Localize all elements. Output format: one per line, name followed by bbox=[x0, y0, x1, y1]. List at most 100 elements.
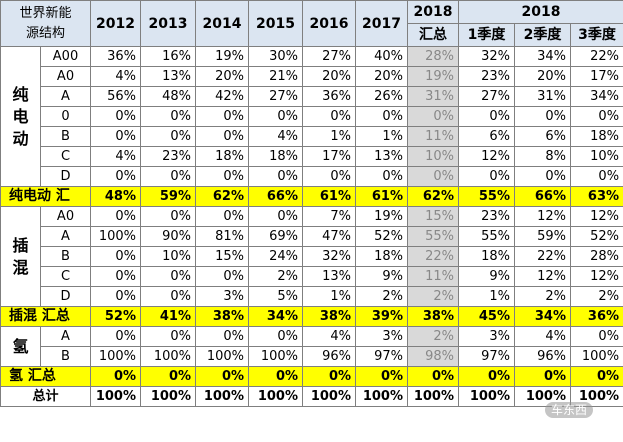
table-row: 插混 A0 0% 0% 0% 0% 7% 19% 15% 23% 12% 12% bbox=[0, 206, 623, 307]
total-value-cell: 100% bbox=[195, 386, 250, 407]
year-header-2016: 2016 bbox=[302, 0, 357, 47]
summary-label: 氢 汇总 bbox=[0, 366, 92, 387]
value-cell: 10% bbox=[407, 146, 460, 167]
summary-value-cell: 0% bbox=[570, 366, 623, 387]
value-cell: 18% bbox=[458, 246, 516, 267]
summary-value-cell: 34% bbox=[248, 306, 304, 327]
value-cell: 22% bbox=[570, 46, 623, 67]
year-header-2015: 2015 bbox=[248, 0, 304, 47]
value-cell: 0% bbox=[90, 106, 142, 127]
summary-value-cell: 66% bbox=[248, 186, 304, 207]
value-cell: 3% bbox=[458, 326, 516, 347]
corner-line-1: 世界新能 bbox=[19, 5, 72, 21]
value-cell: 59% bbox=[514, 226, 572, 247]
summary-value-cell: 0% bbox=[407, 366, 460, 387]
value-cell: 0% bbox=[407, 166, 460, 187]
value-cell: 52% bbox=[570, 226, 623, 247]
value-cell: 2% bbox=[407, 326, 460, 347]
table-row: A 100% 90% 81% 69% 47% 52% 55% 55% 59% 52% bbox=[1, 226, 623, 247]
value-cell: 6% bbox=[514, 126, 572, 147]
group-label-char: 混 bbox=[12, 257, 29, 277]
value-cell: 0% bbox=[458, 166, 516, 187]
value-cell: 96% bbox=[302, 346, 357, 367]
value-cell: 19% bbox=[195, 46, 250, 67]
value-cell: 4% bbox=[302, 326, 357, 347]
summary-value-cell: 0% bbox=[90, 366, 142, 387]
value-cell: 9% bbox=[355, 266, 409, 287]
summary-label-header: 汇总 bbox=[407, 23, 460, 47]
value-cell: 26% bbox=[355, 86, 409, 107]
table-row: C 0% 0% 0% 2% 13% 9% 11% 9% 12% 12% bbox=[1, 266, 623, 287]
summary-value-cell: 61% bbox=[355, 186, 409, 207]
summary-value-cell: 0% bbox=[458, 366, 516, 387]
value-cell: 0% bbox=[248, 106, 304, 127]
value-cell: 0% bbox=[140, 166, 197, 187]
value-cell: 100% bbox=[90, 226, 142, 247]
value-cell: 97% bbox=[458, 346, 516, 367]
group-label: 插混 bbox=[0, 206, 41, 307]
value-cell: 1% bbox=[355, 126, 409, 147]
summary-value-cell: 45% bbox=[458, 306, 516, 327]
total-row: 总计 100% 100% 100% 100% 100% 100% 100% 100% 100% 10… bbox=[0, 386, 623, 407]
value-cell: 12% bbox=[458, 146, 516, 167]
subcategory-label: C bbox=[39, 146, 92, 167]
value-cell: 34% bbox=[570, 86, 623, 107]
total-value-cell: 100% bbox=[302, 386, 357, 407]
value-cell: 1% bbox=[458, 286, 516, 307]
value-cell: 2% bbox=[514, 286, 572, 307]
value-cell: 4% bbox=[90, 66, 142, 87]
value-cell: 0% bbox=[195, 166, 250, 187]
subcategory-label: B bbox=[39, 246, 92, 267]
value-cell: 32% bbox=[458, 46, 516, 67]
value-cell: 19% bbox=[407, 66, 460, 87]
value-cell: 69% bbox=[248, 226, 304, 247]
summary-value-cell: 34% bbox=[514, 306, 572, 327]
value-cell: 0% bbox=[570, 326, 623, 347]
value-cell: 0% bbox=[570, 106, 623, 127]
value-cell: 0% bbox=[248, 206, 304, 227]
subcategory-label: B bbox=[39, 346, 92, 367]
value-cell: 27% bbox=[302, 46, 357, 67]
total-value-cell: 100% bbox=[355, 386, 409, 407]
header-row-1: 世界新能 源结构 2012 2013 2014 2015 2016 2017 2… bbox=[0, 0, 623, 47]
value-cell: 4% bbox=[514, 326, 572, 347]
value-cell: 10% bbox=[140, 246, 197, 267]
value-cell: 34% bbox=[514, 46, 572, 67]
summary-value-cell: 38% bbox=[302, 306, 357, 327]
table-row: D 0% 0% 0% 0% 0% 0% 0% 0% 0% 0% bbox=[1, 166, 623, 187]
group-label-char: 动 bbox=[12, 128, 29, 148]
subcategory-label: A0 bbox=[39, 66, 92, 87]
summary-value-cell: 66% bbox=[514, 186, 572, 207]
corner-line-2: 源结构 bbox=[26, 25, 66, 41]
group-label-char: 插 bbox=[12, 235, 29, 255]
group-label-char: 电 bbox=[12, 106, 29, 126]
year-header-2014: 2014 bbox=[195, 0, 250, 47]
value-cell: 16% bbox=[140, 46, 197, 67]
value-cell: 13% bbox=[355, 146, 409, 167]
value-cell: 0% bbox=[140, 326, 197, 347]
value-cell: 32% bbox=[302, 246, 357, 267]
table-row: 纯电动 A00 36% 16% 19% 30% 27% 40% 28% 32% 34% 22% bbox=[0, 46, 623, 187]
value-cell: 17% bbox=[302, 146, 357, 167]
value-cell: 23% bbox=[140, 146, 197, 167]
summary-value-cell: 61% bbox=[302, 186, 357, 207]
total-value-cell: 100% bbox=[458, 386, 516, 407]
subcategory-label: C bbox=[39, 266, 92, 287]
value-cell: 55% bbox=[458, 226, 516, 247]
value-cell: 0% bbox=[90, 206, 142, 227]
value-cell: 30% bbox=[248, 46, 304, 67]
value-cell: 0% bbox=[140, 106, 197, 127]
group-label-char: 纯 bbox=[12, 84, 29, 104]
value-cell: 0% bbox=[355, 106, 409, 127]
value-cell: 100% bbox=[248, 346, 304, 367]
value-cell: 20% bbox=[355, 66, 409, 87]
value-cell: 100% bbox=[195, 346, 250, 367]
year-header-2013: 2013 bbox=[140, 0, 197, 47]
value-cell: 13% bbox=[140, 66, 197, 87]
value-cell: 0% bbox=[514, 166, 572, 187]
summary-value-cell: 38% bbox=[195, 306, 250, 327]
table-row: D 0% 0% 3% 5% 1% 2% 2% 1% 2% 2% bbox=[1, 286, 623, 307]
quarter-header-3: 3季度 bbox=[570, 23, 623, 47]
table-row: 氢 A 0% 0% 0% 0% 4% 3% 2% 3% 4% 0% bbox=[0, 326, 623, 367]
subcategory-label: D bbox=[39, 166, 92, 187]
